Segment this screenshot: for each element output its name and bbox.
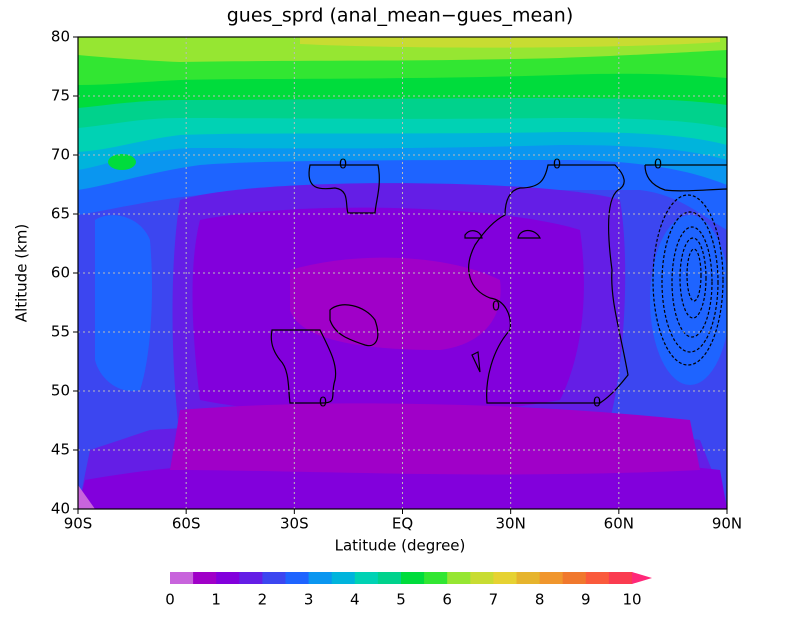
colorbar-segment [401,572,425,584]
colorbar-segment [493,572,517,584]
colorbar-segment [539,572,564,584]
contour-label: 0 [339,158,347,173]
colorbar-label: 7 [489,591,499,609]
x-tick-label: 90S [64,515,93,533]
colorbar-segment [285,572,310,584]
colorbar-segment [447,572,471,584]
contour-label: 0 [654,158,662,173]
colorbar-segment [170,572,194,584]
field [78,37,727,509]
y-tick-label: 40 [51,500,70,518]
colorbar-segment [354,572,379,584]
colorbar-segment [216,572,240,584]
x-tick-label: 30N [496,515,526,533]
x-tick-label: EQ [392,515,413,533]
contour-label: 0 [553,158,561,173]
y-tick-label: 45 [51,441,70,459]
colorbar-segment [262,572,286,584]
x-tick-label: 90N [712,515,742,533]
x-tick-label: 30S [280,515,309,533]
colorbar-label: 0 [165,591,175,609]
colorbar-label: 10 [622,591,641,609]
x-axis-label: Latitude (degree) [335,537,466,555]
colorbar-segment [608,572,633,584]
colorbar-label: 6 [442,591,452,609]
contour-label: 0 [319,396,327,411]
x-tick-label: 60S [172,515,201,533]
colorbar-label: 9 [581,591,591,609]
colorbar-label: 4 [350,591,360,609]
y-tick-label: 80 [51,28,70,46]
colorbar-label: 5 [396,591,406,609]
colorbar-segment [377,572,402,584]
colorbar-segment [470,572,494,584]
contour-label: 0 [593,396,601,411]
y-tick-label: 70 [51,146,70,164]
colorbar-segment [585,572,610,584]
colorbar-segment [193,572,217,584]
y-axis-label: Altitude (km) [13,224,31,322]
colorbar-segment [239,572,263,584]
y-tick-label: 50 [51,382,70,400]
colorbar-label: 8 [535,591,545,609]
contour-label: 0 [492,300,500,315]
y-tick-label: 60 [51,264,70,282]
colorbar-label: 1 [211,591,221,609]
colorbar-arrow [632,572,652,584]
colorbar-label: 3 [304,591,314,609]
x-tick-label: 60N [604,515,634,533]
colorbar-segment [562,572,587,584]
y-tick-label: 65 [51,205,70,223]
colorbar-label: 2 [258,591,268,609]
colorbar-segment [308,572,333,584]
chart-title: gues_sprd (anal_mean−gues_mean) [227,5,574,27]
colorbar-segment [424,572,448,584]
colorbar-segment [331,572,356,584]
colorbar-segment [516,572,541,584]
y-tick-label: 75 [51,87,70,105]
y-tick-label: 55 [51,323,70,341]
